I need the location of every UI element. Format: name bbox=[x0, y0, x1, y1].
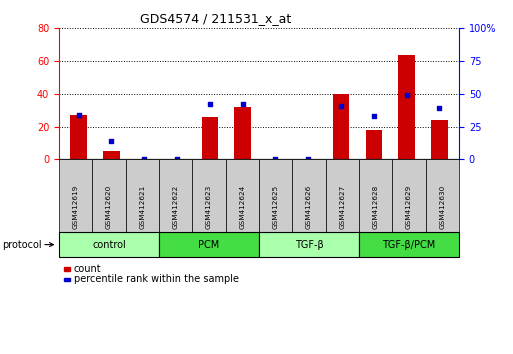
Point bbox=[239, 102, 247, 107]
Text: GSM412626: GSM412626 bbox=[306, 185, 312, 229]
Text: GSM412630: GSM412630 bbox=[440, 185, 445, 229]
Bar bbox=[431, 120, 448, 159]
Point bbox=[173, 156, 181, 162]
Text: control: control bbox=[92, 240, 126, 250]
Point bbox=[304, 156, 312, 162]
Bar bbox=[333, 94, 349, 159]
Bar bbox=[70, 115, 87, 159]
Text: GSM412629: GSM412629 bbox=[406, 185, 412, 229]
Point bbox=[140, 156, 148, 162]
Text: GSM412628: GSM412628 bbox=[373, 185, 379, 229]
Text: GSM412619: GSM412619 bbox=[73, 185, 78, 229]
Bar bbox=[103, 151, 120, 159]
Point bbox=[436, 105, 444, 111]
Text: PCM: PCM bbox=[199, 240, 220, 250]
Text: GSM412627: GSM412627 bbox=[340, 185, 345, 229]
Text: GSM412624: GSM412624 bbox=[240, 185, 245, 229]
Bar bbox=[234, 107, 251, 159]
Bar bbox=[366, 130, 382, 159]
Text: GSM412625: GSM412625 bbox=[273, 185, 279, 229]
Point bbox=[403, 92, 411, 98]
Text: TGF-β/PCM: TGF-β/PCM bbox=[383, 240, 436, 250]
Point bbox=[74, 112, 83, 118]
Text: GSM412623: GSM412623 bbox=[206, 185, 212, 229]
Point bbox=[370, 113, 378, 119]
Text: protocol: protocol bbox=[3, 240, 42, 250]
Point bbox=[337, 103, 345, 108]
Point bbox=[206, 102, 214, 107]
Point bbox=[271, 156, 280, 162]
Point bbox=[107, 138, 115, 144]
Text: percentile rank within the sample: percentile rank within the sample bbox=[74, 274, 239, 285]
Text: GSM412622: GSM412622 bbox=[173, 185, 179, 229]
Text: TGF-β: TGF-β bbox=[294, 240, 324, 250]
Text: GSM412620: GSM412620 bbox=[106, 185, 112, 229]
Text: GDS4574 / 211531_x_at: GDS4574 / 211531_x_at bbox=[140, 12, 291, 25]
Text: count: count bbox=[74, 264, 102, 274]
Bar bbox=[399, 55, 415, 159]
Bar bbox=[202, 117, 218, 159]
Text: GSM412621: GSM412621 bbox=[140, 185, 145, 229]
